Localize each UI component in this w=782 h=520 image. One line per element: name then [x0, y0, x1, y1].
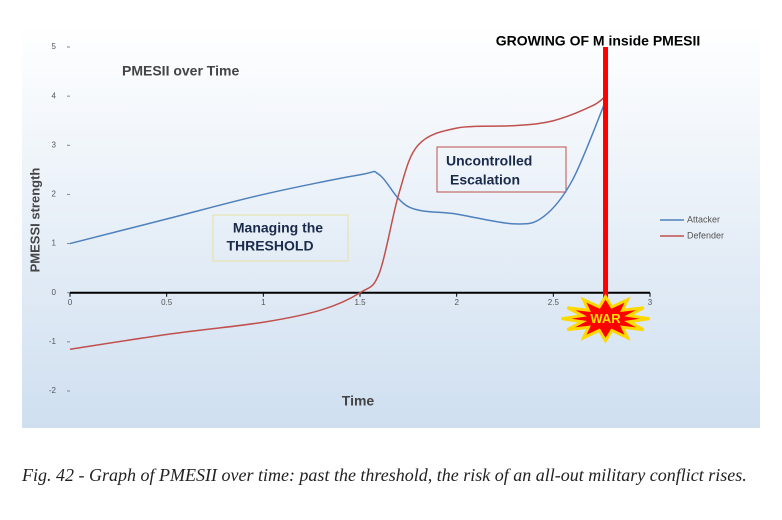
x-tick-label: 1 [261, 298, 266, 307]
x-tick-label: 2 [454, 298, 459, 307]
series-line [69, 95, 607, 350]
y-tick-label: 1 [52, 239, 57, 248]
caption: Fig. 42 - Graph of PMESII over time: pas… [22, 465, 747, 485]
legend-label: Attacker [687, 214, 720, 224]
escalation-box [436, 146, 567, 193]
heading: GROWING OF M inside PMESII [496, 33, 701, 49]
chart-title: PMESII over Time [122, 63, 239, 79]
escalation-text: Uncontrolled [446, 153, 532, 169]
y-tick-label: 2 [52, 190, 57, 199]
x-tick-label: 3 [648, 298, 653, 307]
series-line [69, 100, 607, 245]
escalation-text: Escalation [450, 172, 520, 188]
war-burst [561, 293, 650, 344]
chart: PMESII over Time GROWING OF M inside PME… [22, 25, 760, 428]
y-tick-label: -2 [49, 386, 57, 395]
threshold-text: Managing the [233, 220, 323, 236]
y-tick-label: 0 [52, 288, 57, 297]
y-tick-label: 3 [52, 140, 57, 149]
y-tick-label: 4 [52, 91, 57, 100]
x-tick-label: 1.5 [354, 298, 366, 307]
threshold-box [212, 214, 349, 262]
y-tick-label: -1 [49, 337, 57, 346]
war-label: WAR [590, 311, 621, 326]
y-tick-label: 5 [52, 42, 57, 51]
x-tick-label: 0 [68, 298, 73, 307]
threshold-text: THRESHOLD [226, 238, 313, 254]
x-axis-label: Time [342, 393, 375, 409]
y-axis-label: PMESSI strength [27, 168, 42, 273]
x-tick-label: 2.5 [548, 298, 560, 307]
x-tick-label: 0.5 [161, 298, 173, 307]
legend-label: Defender [687, 230, 724, 240]
